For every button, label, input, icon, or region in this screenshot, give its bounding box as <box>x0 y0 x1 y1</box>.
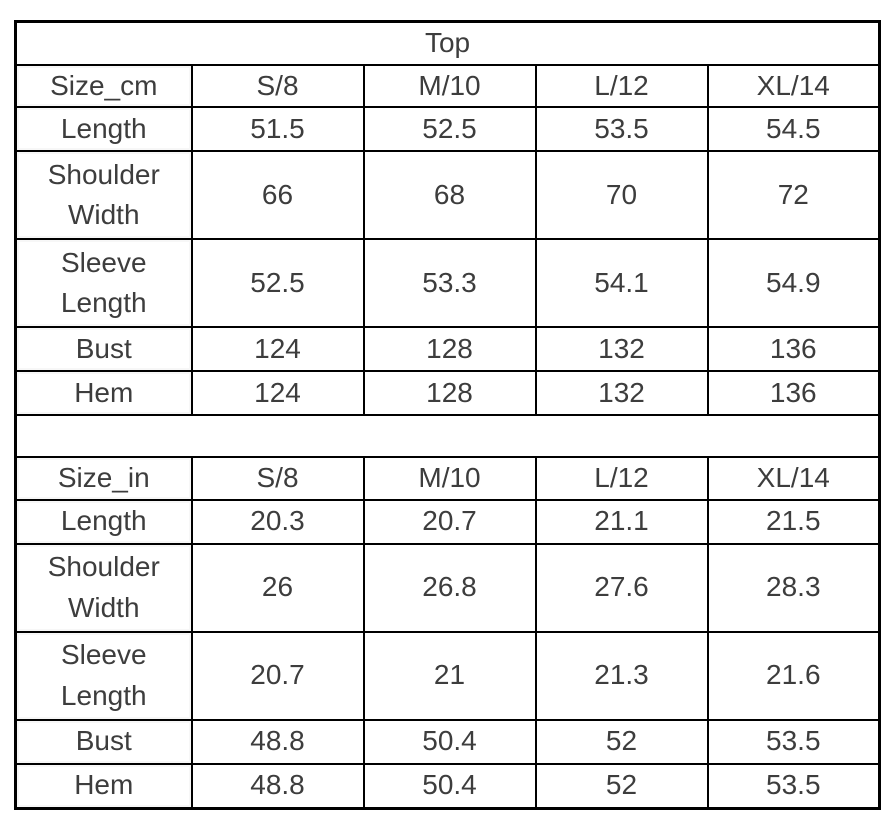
value-cell: 128 <box>362 326 537 373</box>
value-cell: 51.5 <box>190 106 365 153</box>
value-cell: 124 <box>190 326 365 373</box>
value-cell: 21.6 <box>706 630 881 721</box>
value-cell: 21.3 <box>534 630 709 721</box>
value-cell: 26.8 <box>362 542 537 633</box>
value-cell: 53.3 <box>362 238 537 329</box>
table-row-sleeve-length-in: Sleeve Length 20.7 21 21.3 21.6 <box>14 630 881 721</box>
column-header-cell: M/10 <box>362 63 537 109</box>
row-label-cell: Sleeve Length <box>14 238 193 329</box>
value-cell: 128 <box>362 370 537 417</box>
value-cell: 54.1 <box>534 238 709 329</box>
value-cell: 132 <box>534 326 709 373</box>
value-cell: 48.8 <box>190 762 365 810</box>
size-chart-table: Top Size_cm S/8 M/10 L/12 XL/14 Length 5… <box>14 20 882 810</box>
value-cell: 20.7 <box>362 498 537 545</box>
table-row-bust-cm: Bust 124 128 132 136 <box>14 326 881 373</box>
value-cell: 20.3 <box>190 498 365 545</box>
value-cell: 124 <box>190 370 365 417</box>
value-cell: 136 <box>706 326 881 373</box>
row-label-cell: Hem <box>14 370 193 417</box>
column-header-cell: XL/14 <box>706 63 881 109</box>
value-cell: 72 <box>706 150 881 241</box>
column-header-cell: S/8 <box>190 63 365 109</box>
column-header-cell: XL/14 <box>706 456 881 501</box>
row-label-cell: Shoulder Width <box>14 150 193 241</box>
column-header-cell: L/12 <box>534 456 709 501</box>
value-cell: 48.8 <box>190 718 365 765</box>
value-cell: 26 <box>190 542 365 633</box>
value-cell: 21.5 <box>706 498 881 545</box>
table-row-sleeve-length-cm: Sleeve Length 52.5 53.3 54.1 54.9 <box>14 238 881 329</box>
row-label-cell: Length <box>14 106 193 153</box>
value-cell: 21 <box>362 630 537 721</box>
value-cell: 70 <box>534 150 709 241</box>
table-row-length-cm: Length 51.5 52.5 53.5 54.5 <box>14 106 881 153</box>
value-cell: 53.5 <box>706 762 881 810</box>
value-cell: 53.5 <box>706 718 881 765</box>
table-row-bust-in: Bust 48.8 50.4 52 53.5 <box>14 718 881 765</box>
table-row-length-in: Length 20.3 20.7 21.1 21.5 <box>14 498 881 545</box>
row-label-cell: Sleeve Length <box>14 630 193 721</box>
table-row-hem-cm: Hem 124 128 132 136 <box>14 370 881 417</box>
unit-label-cell: Size_cm <box>14 63 193 109</box>
value-cell: 28.3 <box>706 542 881 633</box>
value-cell: 20.7 <box>190 630 365 721</box>
table-title: Top <box>14 20 881 66</box>
value-cell: 136 <box>706 370 881 417</box>
value-cell: 50.4 <box>362 762 537 810</box>
row-label-cell: Shoulder Width <box>14 542 193 633</box>
value-cell: 50.4 <box>362 718 537 765</box>
value-cell: 27.6 <box>534 542 709 633</box>
header-row-in: Size_in S/8 M/10 L/12 XL/14 <box>14 456 881 501</box>
value-cell: 52.5 <box>190 238 365 329</box>
row-label-cell: Length <box>14 498 193 545</box>
value-cell: 52 <box>534 762 709 810</box>
value-cell: 52.5 <box>362 106 537 153</box>
row-label-cell: Bust <box>14 326 193 373</box>
value-cell: 53.5 <box>534 106 709 153</box>
value-cell: 54.5 <box>706 106 881 153</box>
value-cell: 54.9 <box>706 238 881 329</box>
spacer-row <box>14 414 881 459</box>
unit-label-cell: Size_in <box>14 456 193 501</box>
value-cell: 132 <box>534 370 709 417</box>
table-row-hem-in: Hem 48.8 50.4 52 53.5 <box>14 762 881 810</box>
table-row-shoulder-width-cm: Shoulder Width 66 68 70 72 <box>14 150 881 241</box>
row-label-cell: Bust <box>14 718 193 765</box>
column-header-cell: S/8 <box>190 456 365 501</box>
header-row-cm: Size_cm S/8 M/10 L/12 XL/14 <box>14 63 881 109</box>
value-cell: 21.1 <box>534 498 709 545</box>
column-header-cell: L/12 <box>534 63 709 109</box>
column-header-cell: M/10 <box>362 456 537 501</box>
spacer-cell <box>14 414 881 459</box>
value-cell: 68 <box>362 150 537 241</box>
row-label-cell: Hem <box>14 762 193 810</box>
table-row-shoulder-width-in: Shoulder Width 26 26.8 27.6 28.3 <box>14 542 881 633</box>
value-cell: 52 <box>534 718 709 765</box>
value-cell: 66 <box>190 150 365 241</box>
title-row: Top <box>14 20 881 66</box>
